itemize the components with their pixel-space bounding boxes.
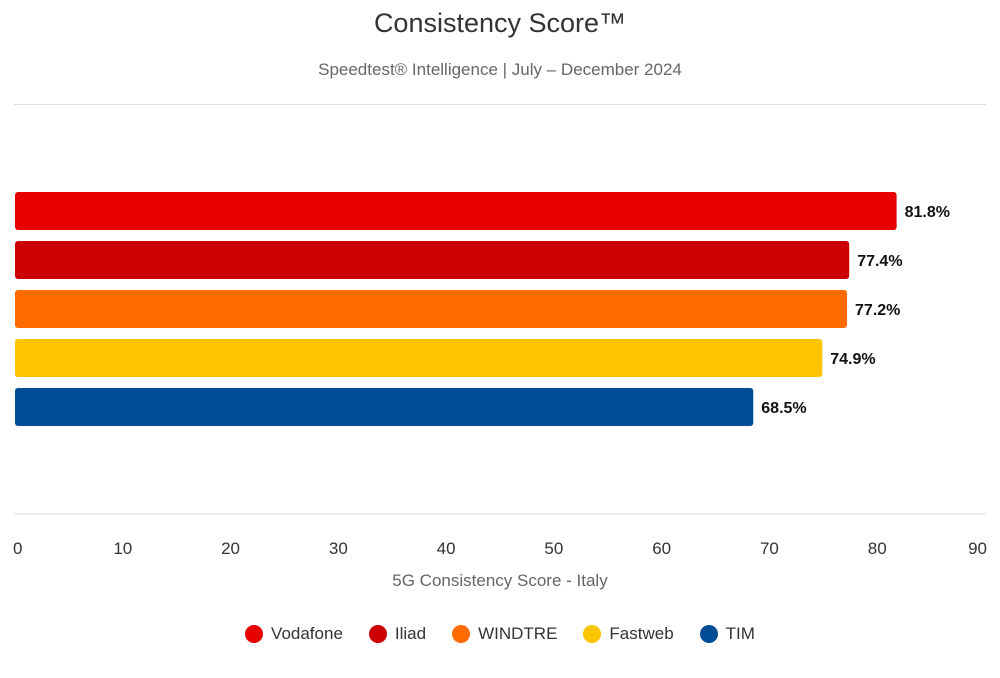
legend-item-tim[interactable]: TIM xyxy=(699,624,755,644)
x-tick-label: 10 xyxy=(113,539,132,558)
x-tick-label: 60 xyxy=(652,539,671,558)
legend-label: Vodafone xyxy=(271,624,343,643)
bar-iliad xyxy=(15,241,850,279)
legend-label: TIM xyxy=(725,624,755,643)
x-tick-label: 90 xyxy=(968,539,987,558)
x-tick-label: 80 xyxy=(868,539,887,558)
data-label: 81.8% xyxy=(905,204,950,221)
legend-label: WINDTRE xyxy=(478,624,558,643)
bar-tim xyxy=(15,388,754,426)
legend-swatch xyxy=(452,625,471,643)
legend-label: Iliad xyxy=(394,624,427,643)
legend-label: Fastweb xyxy=(609,624,674,643)
legend-swatch xyxy=(583,625,602,643)
bar-windtre xyxy=(15,290,848,328)
chart-legend: Vodafone Iliad WINDTRE Fastweb TIM xyxy=(0,624,1000,644)
title-divider xyxy=(14,104,986,105)
x-tick-label: 40 xyxy=(437,539,456,558)
legend-swatch xyxy=(245,625,264,643)
x-axis-label: 5G Consistency Score - Italy xyxy=(392,571,608,590)
x-tick-label: 50 xyxy=(544,539,563,558)
data-label: 74.9% xyxy=(830,351,875,368)
data-label: 77.2% xyxy=(855,302,900,319)
legend-item-iliad[interactable]: Iliad xyxy=(368,624,427,644)
legend-item-windtre[interactable]: WINDTRE xyxy=(452,624,557,644)
chart-subtitle: Speedtest® Intelligence | July – Decembe… xyxy=(318,60,682,79)
bar-vodafone xyxy=(15,192,897,230)
x-tick-label: 0 xyxy=(13,539,22,558)
legend-item-fastweb[interactable]: Fastweb xyxy=(583,624,674,644)
bar-chart-plot: 0 10 20 30 40 50 60 70 80 90 81.8% 77.4% 77.2% 74.9% 6… xyxy=(13,192,987,558)
x-tick-label: 30 xyxy=(329,539,348,558)
legend-swatch xyxy=(699,625,718,643)
legend-swatch xyxy=(368,625,387,643)
x-tick-label: 70 xyxy=(760,539,779,558)
legend-item-vodafone[interactable]: Vodafone xyxy=(245,624,343,644)
data-label: 68.5% xyxy=(761,400,806,417)
x-tick-label: 20 xyxy=(221,539,240,558)
bar-fastweb xyxy=(15,339,823,377)
chart-title: Consistency Score™ xyxy=(373,8,627,38)
data-label: 77.4% xyxy=(857,253,902,270)
